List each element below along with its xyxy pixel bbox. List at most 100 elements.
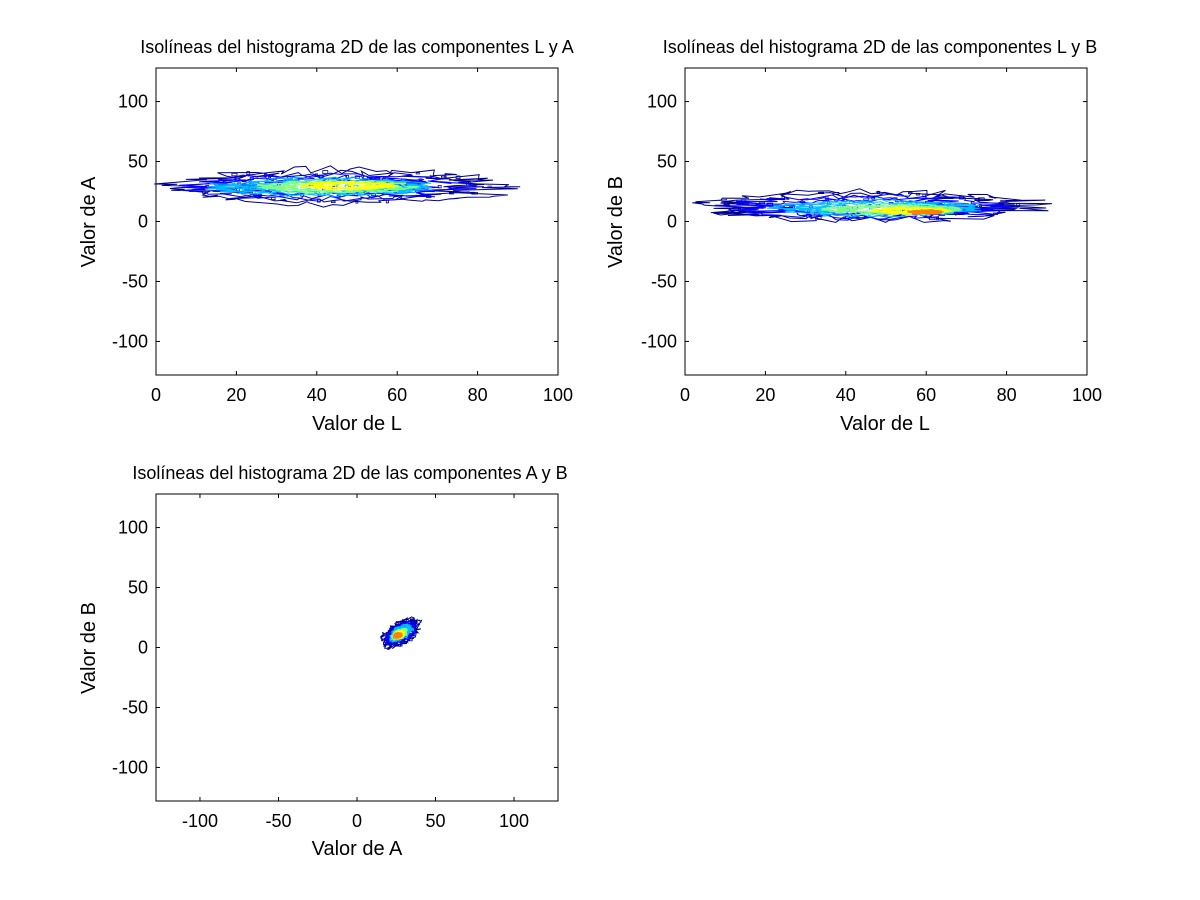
- contour-speckle: [954, 203, 962, 206]
- x-tick-label: 20: [755, 385, 775, 405]
- plot-frame: [155, 67, 559, 376]
- contour-speckle: [305, 190, 309, 195]
- contour-speckle: [832, 191, 840, 195]
- contour-speckle: [818, 191, 825, 195]
- contour-speckle: [978, 197, 985, 201]
- x-axis-label: Valor de L: [312, 413, 402, 435]
- contour-group: [379, 616, 423, 650]
- contour-speckle: [246, 171, 251, 176]
- x-tick-label: 40: [836, 385, 856, 405]
- contour-speckle: [948, 206, 954, 209]
- contour-speckle: [291, 185, 298, 190]
- subplot-l-a: Isolíneas del histograma 2D de las compo…: [78, 37, 574, 435]
- contour-line: [379, 616, 423, 650]
- contour-speckle: [418, 178, 423, 181]
- contour-speckle: [282, 179, 290, 182]
- contour-speckle: [437, 185, 442, 189]
- contour-speckle: [339, 181, 346, 184]
- contour-speckle: [922, 211, 930, 215]
- tick-group: 0 20 40 60 80 100 100 50 0 -50 -100: [112, 68, 573, 405]
- y-tick-label: -100: [641, 331, 677, 351]
- contour-speckle: [766, 202, 773, 207]
- y-tick-label: 0: [667, 212, 677, 232]
- tick-group: -100 -50 0 50 100 100 50 0 -50 -100: [112, 494, 558, 831]
- contour-speckle: [250, 190, 256, 195]
- contour-speckle: [832, 206, 836, 209]
- contour-speckle: [422, 185, 428, 188]
- contour-line: [199, 174, 440, 200]
- y-tick-label: 100: [647, 92, 677, 112]
- contour-speckle: [892, 207, 897, 212]
- contour-speckle: [1016, 203, 1020, 207]
- contour-speckle: [924, 209, 928, 213]
- contour-speckle: [335, 183, 339, 188]
- contour-speckle: [415, 172, 420, 175]
- x-tick-label: 60: [916, 385, 936, 405]
- x-tick-label: 60: [387, 385, 407, 405]
- contour-speckle: [837, 210, 840, 213]
- plot-frame: [684, 67, 1088, 376]
- contour-speckle: [900, 211, 907, 214]
- contour-speckle: [342, 193, 348, 196]
- contour-speckle: [395, 634, 402, 639]
- contour-speckle: [455, 175, 461, 179]
- contour-speckle: [897, 203, 904, 207]
- subplot-l-b: Isolíneas del histograma 2D de las compo…: [605, 37, 1102, 435]
- contour-speckle: [394, 633, 400, 637]
- contour-speckle: [320, 185, 325, 188]
- contour-speckle: [362, 185, 369, 188]
- contour-speckle: [898, 206, 905, 210]
- contour-speckle: [730, 211, 735, 215]
- contour-speckle: [915, 192, 920, 196]
- contour-speckle: [842, 209, 847, 212]
- contour-speckle: [330, 200, 336, 204]
- plot-frame: [155, 493, 559, 802]
- contour-speckle: [877, 205, 883, 208]
- contour-speckle: [348, 190, 354, 194]
- contour-speckle: [872, 209, 878, 212]
- y-tick-label: -50: [122, 697, 148, 717]
- contour-speckle: [723, 201, 730, 205]
- contour-speckle: [326, 190, 333, 194]
- contour-speckle: [448, 191, 455, 195]
- y-axis-label: Valor de B: [78, 602, 100, 694]
- contour-speckle: [974, 197, 980, 201]
- contour-speckle: [865, 212, 869, 215]
- contour-speckle: [935, 210, 942, 214]
- chart-title: Isolíneas del histograma 2D de las compo…: [140, 37, 574, 57]
- contour-speckle: [409, 618, 414, 622]
- y-tick-label: 100: [118, 92, 148, 112]
- contour-speckle: [863, 216, 869, 219]
- x-tick-label: -50: [265, 811, 291, 831]
- contour-speckle: [841, 201, 846, 204]
- contour-speckle: [892, 197, 898, 200]
- contour-speckle: [251, 183, 256, 187]
- contour-speckle: [907, 210, 914, 213]
- y-tick-label: 0: [138, 638, 148, 658]
- x-axis-label: Valor de A: [312, 838, 403, 860]
- contour-speckle: [242, 188, 248, 192]
- contour-speckle: [767, 203, 774, 207]
- contour-speckle: [908, 192, 913, 195]
- chart-title: Isolíneas del histograma 2D de las compo…: [132, 463, 567, 483]
- contour-speckle: [758, 210, 763, 213]
- contour-speckle: [756, 203, 760, 207]
- contour-speckle: [992, 212, 999, 215]
- x-tick-label: 80: [997, 385, 1017, 405]
- x-tick-label: 100: [1072, 385, 1102, 405]
- contour-speckle: [441, 175, 447, 179]
- x-tick-label: 80: [468, 385, 488, 405]
- contour-speckle: [350, 181, 354, 184]
- contour-speckle: [368, 188, 374, 192]
- contour-speckle: [840, 206, 846, 209]
- contour-speckle: [876, 190, 880, 194]
- contour-speckle: [943, 201, 950, 206]
- contour-speckle: [888, 209, 893, 213]
- tick-group: 0 20 40 60 80 100 100 50 0 -50 -100: [641, 68, 1102, 405]
- contour-speckle: [348, 184, 352, 188]
- contour-speckle: [265, 175, 271, 180]
- contour-speckle: [359, 182, 365, 187]
- contour-line: [256, 179, 420, 194]
- contour-speckle: [407, 637, 413, 642]
